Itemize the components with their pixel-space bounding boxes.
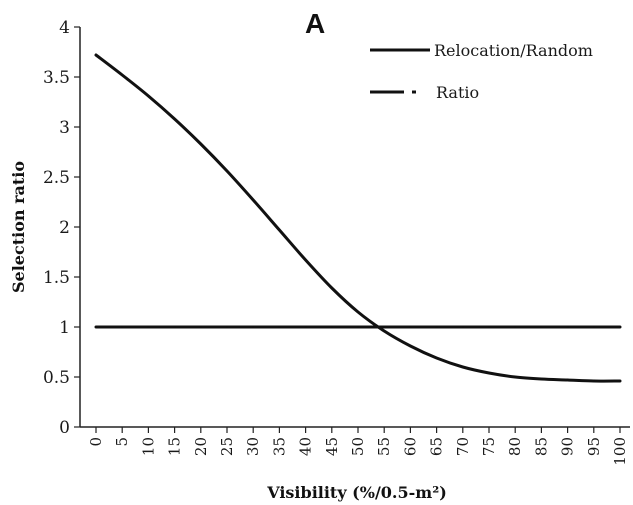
data-point [278, 229, 281, 231]
data-point [278, 326, 281, 328]
data-point [435, 326, 438, 328]
data-point [226, 326, 228, 328]
y-tick-label: 0 [59, 418, 70, 438]
data-point [514, 326, 516, 328]
x-tick-label: 75 [480, 437, 498, 456]
data-point [540, 326, 543, 328]
y-tick-label: 3.5 [43, 68, 70, 88]
data-point [331, 287, 333, 289]
data-point [200, 326, 202, 328]
data-point [435, 357, 438, 359]
x-tick-label: 55 [375, 437, 393, 456]
panel-label: A [305, 8, 325, 39]
y-tick-label: 2 [59, 218, 70, 238]
x-tick-label: 70 [454, 437, 472, 456]
data-point [331, 326, 333, 328]
data-point [95, 326, 97, 328]
data-point [566, 326, 569, 328]
x-tick-label: 80 [506, 437, 524, 456]
data-point [566, 379, 569, 381]
x-tick-label: 100 [611, 437, 629, 466]
data-point [147, 326, 150, 328]
data-point [383, 326, 386, 328]
data-point [226, 170, 228, 172]
y-tick-label: 4 [59, 18, 70, 38]
data-point [252, 326, 254, 328]
x-tick-label: 60 [401, 437, 419, 456]
data-point [619, 380, 621, 382]
y-tick-group: 0 0.5 1 1.5 2 2.5 3 3.5 4 [43, 18, 80, 438]
data-point [200, 143, 202, 145]
x-tick-label: 5 [113, 437, 131, 447]
data-point [121, 74, 123, 76]
x-tick-label: 35 [270, 437, 288, 456]
y-tick-label: 0.5 [43, 368, 70, 388]
x-axis-title: Visibility (%/0.5-m²) [266, 483, 447, 502]
data-point [252, 199, 254, 201]
legend-label-relocation-random: Relocation/Random [434, 41, 593, 60]
data-point [619, 326, 621, 328]
data-point [95, 54, 97, 56]
data-point [173, 118, 176, 120]
data-point [409, 345, 412, 347]
data-point [488, 372, 490, 374]
y-tick-label: 2.5 [43, 168, 70, 188]
x-tick-label: 0 [87, 437, 105, 447]
data-point [409, 326, 412, 328]
legend-label-ratio: Ratio [436, 83, 479, 102]
x-tick-label: 90 [559, 437, 577, 456]
axes [79, 27, 630, 428]
data-point [304, 259, 307, 261]
data-point [593, 380, 595, 382]
data-point [357, 311, 359, 313]
x-tick-label: 30 [244, 437, 262, 456]
x-tick-group: 0 5 10 15 20 25 30 35 40 45 50 55 60 65 70 75 80 85 90 95 10… [87, 427, 629, 466]
data-point [304, 326, 307, 328]
y-tick-label: 1.5 [43, 268, 70, 288]
x-tick-label: 65 [428, 437, 446, 456]
x-tick-label: 85 [532, 437, 550, 456]
series-layer [94, 53, 622, 383]
data-point [462, 326, 464, 328]
x-tick-label: 10 [139, 437, 157, 456]
y-tick-label: 3 [59, 118, 70, 138]
data-point [147, 95, 150, 97]
y-tick-label: 1 [59, 318, 70, 338]
data-point [357, 326, 359, 328]
y-axis-title: Selection ratio [9, 161, 28, 293]
legend: Relocation/Random Ratio [370, 41, 593, 102]
x-tick-label: 45 [323, 437, 341, 456]
data-point [173, 326, 176, 328]
data-point [488, 326, 490, 328]
x-tick-label: 40 [297, 437, 315, 456]
data-point [540, 378, 543, 380]
data-point [383, 330, 386, 332]
data-point [514, 376, 516, 378]
data-point [462, 366, 464, 368]
data-point [593, 326, 595, 328]
x-tick-label: 95 [585, 437, 603, 456]
series-line-0 [94, 53, 622, 383]
x-tick-label: 50 [349, 437, 367, 456]
x-tick-label: 20 [192, 437, 210, 456]
x-tick-label: 25 [218, 437, 236, 456]
data-point [121, 326, 123, 328]
x-tick-label: 15 [166, 437, 184, 456]
